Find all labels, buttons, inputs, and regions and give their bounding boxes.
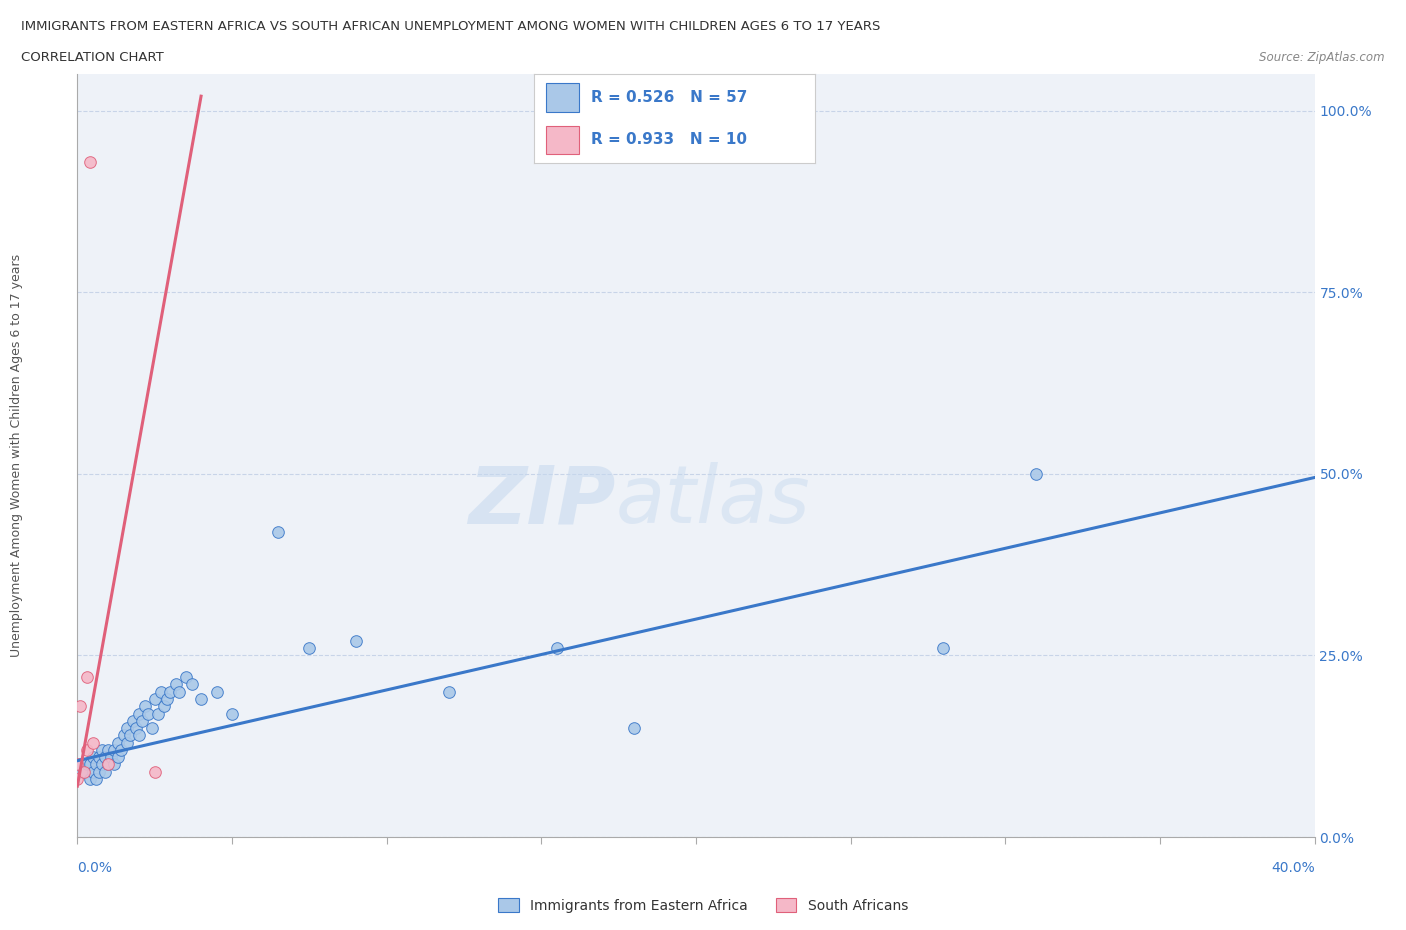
Point [118, 728, 141, 743]
Point [122, 713, 145, 728]
Point [84, 757, 107, 772]
Point [143, 692, 166, 707]
Point [267, 525, 290, 539]
Point [205, 684, 228, 699]
Text: ZIP: ZIP [468, 462, 616, 540]
Point [69, 698, 91, 713]
Point [174, 670, 197, 684]
Point [169, 684, 191, 699]
Point [138, 706, 160, 721]
Point [87, 750, 110, 764]
Point [149, 684, 172, 699]
Point [159, 684, 181, 699]
Point [103, 757, 125, 772]
Point [110, 742, 132, 757]
Point [82, 750, 104, 764]
Point [932, 641, 955, 656]
Point [82, 764, 104, 779]
Point [76, 742, 98, 757]
Point [112, 728, 135, 743]
Point [115, 735, 138, 750]
Text: Source: ZipAtlas.com: Source: ZipAtlas.com [1260, 51, 1385, 64]
Point [87, 764, 110, 779]
Point [103, 742, 125, 757]
Point [146, 706, 169, 721]
FancyBboxPatch shape [546, 84, 579, 112]
Point [190, 692, 212, 707]
Legend: Immigrants from Eastern Africa, South Africans: Immigrants from Eastern Africa, South Af… [492, 893, 914, 919]
Point [125, 721, 148, 736]
Text: IMMIGRANTS FROM EASTERN AFRICA VS SOUTH AFRICAN UNEMPLOYMENT AMONG WOMEN WITH CH: IMMIGRANTS FROM EASTERN AFRICA VS SOUTH … [21, 20, 880, 33]
Point [94, 750, 117, 764]
Point [165, 677, 187, 692]
Point [91, 757, 114, 772]
Point [156, 692, 179, 707]
Text: atlas: atlas [616, 462, 810, 540]
Point [623, 721, 645, 736]
Point [153, 698, 176, 713]
Point [143, 764, 166, 779]
Point [128, 728, 150, 743]
Point [94, 764, 117, 779]
Point [66, 772, 89, 787]
Point [546, 641, 568, 656]
Point [100, 750, 122, 764]
FancyBboxPatch shape [546, 126, 579, 154]
Point [221, 706, 243, 721]
Point [72, 764, 94, 779]
Point [84, 772, 107, 787]
Point [72, 764, 94, 779]
Point [97, 757, 120, 772]
Text: R = 0.933   N = 10: R = 0.933 N = 10 [591, 132, 747, 147]
Point [69, 764, 91, 779]
Point [79, 757, 101, 772]
Point [131, 713, 153, 728]
Point [1025, 467, 1047, 482]
Point [115, 721, 138, 736]
Point [79, 154, 101, 169]
Point [91, 742, 114, 757]
Point [82, 735, 104, 750]
Point [344, 633, 367, 648]
Point [76, 670, 98, 684]
Point [66, 757, 89, 772]
Point [128, 706, 150, 721]
Point [79, 772, 101, 787]
Point [180, 677, 202, 692]
Point [134, 698, 156, 713]
Text: 0.0%: 0.0% [77, 861, 112, 875]
Point [107, 735, 129, 750]
Point [298, 641, 321, 656]
Point [97, 742, 120, 757]
Point [97, 757, 120, 772]
Point [437, 684, 460, 699]
Text: CORRELATION CHART: CORRELATION CHART [21, 51, 165, 64]
Point [141, 721, 163, 736]
Text: Unemployment Among Women with Children Ages 6 to 17 years: Unemployment Among Women with Children A… [10, 254, 24, 658]
Point [76, 757, 98, 772]
Text: R = 0.526   N = 57: R = 0.526 N = 57 [591, 90, 747, 105]
Point [107, 750, 129, 764]
Text: 40.0%: 40.0% [1271, 861, 1315, 875]
Point [69, 757, 91, 772]
